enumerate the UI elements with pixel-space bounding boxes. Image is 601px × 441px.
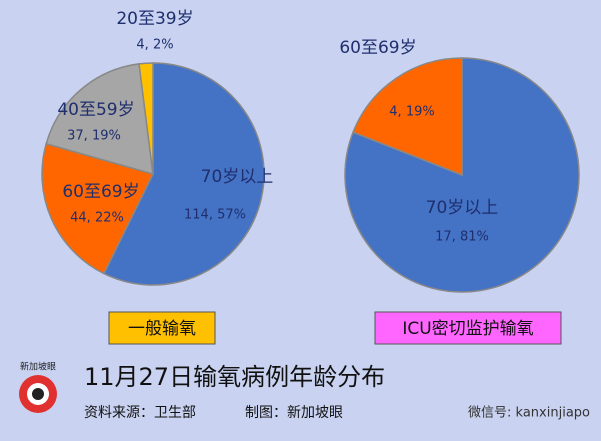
credit: 制图：新加坡眼 <box>245 405 343 421</box>
slice-label: 40至59岁 <box>57 100 134 120</box>
slice-label: 60至69岁 <box>339 38 416 58</box>
pie-slice <box>138 62 154 175</box>
chart-title-box <box>374 311 562 345</box>
value-label: 4, 19% <box>389 105 434 120</box>
value-label: 17, 81% <box>435 230 489 245</box>
pie-slice <box>45 63 154 176</box>
slice-label: 70岁以上 <box>201 167 274 187</box>
pie-slice <box>41 142 155 275</box>
slice-label: 20至39岁 <box>116 9 193 29</box>
value-label: 114, 57% <box>184 208 246 223</box>
pie-slice <box>344 57 580 293</box>
value-label: 37, 19% <box>67 129 121 144</box>
pie-slice <box>352 57 463 177</box>
value-label: 44, 22% <box>70 211 124 226</box>
logo-icon <box>32 388 44 400</box>
chart-title: 一般输氧 <box>128 319 196 339</box>
chart-title-box <box>108 311 216 345</box>
page-title: 11月27日输氧病例年龄分布 <box>84 363 385 391</box>
slice-label: 70岁以上 <box>426 198 499 218</box>
logo-text: 新加坡眼 <box>20 361 56 373</box>
chart-title: ICU密切监护输氧 <box>402 319 533 339</box>
value-label: 4, 2% <box>136 38 173 53</box>
slice-label: 60至69岁 <box>62 182 139 202</box>
pie-slice <box>102 62 265 286</box>
source: 资料来源：卫生部 <box>84 405 196 421</box>
watermark: 微信号: kanxinjiapo <box>468 406 590 421</box>
